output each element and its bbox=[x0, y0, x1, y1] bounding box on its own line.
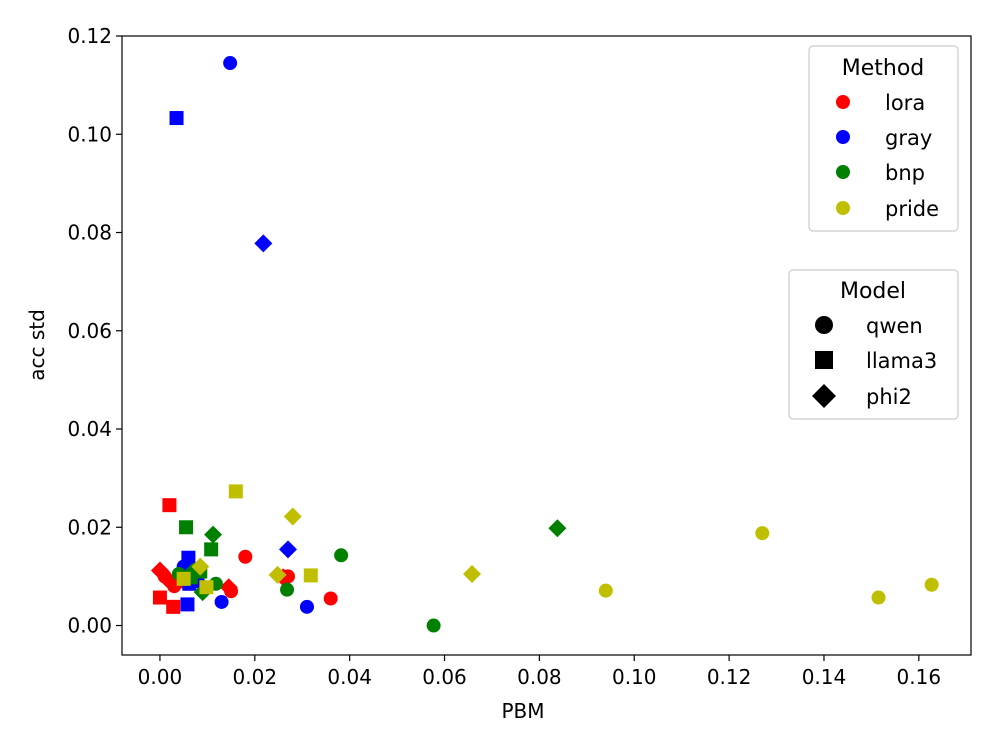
data-points bbox=[150, 56, 939, 633]
point-bnp-llama3 bbox=[179, 520, 194, 535]
x-tick-label: 0.00 bbox=[138, 665, 183, 689]
x-tick-label: 0.16 bbox=[897, 665, 942, 689]
y-tick-label: 0.08 bbox=[67, 221, 112, 245]
x-tick-label: 0.08 bbox=[517, 665, 562, 689]
point-lora-phi2 bbox=[219, 578, 238, 597]
point-pride-qwen bbox=[755, 526, 770, 541]
legend-label-pride: pride bbox=[885, 197, 939, 221]
point-bnp-phi2 bbox=[548, 519, 567, 538]
axis-ticks: 0.00 0.02 0.04 0.06 0.08 0.10 0.12 0.14 0.16 0.00… bbox=[67, 24, 941, 689]
legend-label-llama3: llama3 bbox=[866, 349, 937, 373]
point-pride-qwen bbox=[924, 577, 939, 592]
point-lora-qwen bbox=[238, 549, 253, 564]
y-tick-label: 0.06 bbox=[67, 319, 112, 343]
legend-marker-qwen bbox=[815, 316, 833, 334]
x-tick-label: 0.04 bbox=[327, 665, 372, 689]
point-lora-llama3 bbox=[152, 590, 167, 605]
point-pride-phi2 bbox=[283, 507, 302, 526]
point-gray-phi2 bbox=[254, 234, 273, 253]
point-pride-phi2 bbox=[268, 565, 287, 584]
point-gray-qwen bbox=[223, 56, 238, 71]
point-pride-llama3 bbox=[176, 571, 191, 586]
x-axis-label: PBM bbox=[501, 699, 544, 723]
y-tick-label: 0.00 bbox=[67, 614, 112, 638]
point-gray-llama3 bbox=[169, 111, 184, 126]
plot-frame bbox=[121, 35, 972, 656]
model-legend-box bbox=[788, 269, 959, 420]
legend-label-lora: lora bbox=[885, 91, 925, 115]
x-tick-label: 0.14 bbox=[802, 665, 847, 689]
x-tick-label: 0.02 bbox=[233, 665, 278, 689]
point-bnp-phi2 bbox=[204, 525, 223, 544]
legend-marker-llama3 bbox=[815, 351, 833, 369]
y-tick-label: 0.10 bbox=[67, 122, 112, 146]
point-pride-phi2 bbox=[463, 564, 482, 583]
point-gray-phi2 bbox=[279, 540, 298, 559]
point-pride-qwen bbox=[871, 590, 886, 605]
legend-marker-bnp bbox=[836, 165, 850, 179]
point-gray-qwen bbox=[299, 599, 314, 614]
point-gray-qwen bbox=[214, 594, 229, 609]
point-bnp-qwen bbox=[426, 618, 441, 633]
x-tick-label: 0.06 bbox=[422, 665, 467, 689]
point-gray-llama3 bbox=[180, 597, 195, 612]
y-tick-label: 0.12 bbox=[67, 24, 112, 48]
legend-marker-phi2 bbox=[812, 384, 836, 408]
point-pride-qwen bbox=[598, 583, 613, 598]
point-bnp-qwen bbox=[280, 582, 295, 597]
legend-marker-lora bbox=[836, 95, 850, 109]
point-lora-phi2 bbox=[158, 569, 177, 588]
point-bnp-qwen bbox=[334, 548, 349, 563]
legend-marker-pride bbox=[836, 201, 850, 215]
legend-label-bnp: bnp bbox=[885, 161, 925, 185]
model-legend: Model qwen llama3 phi2 bbox=[788, 269, 959, 420]
legend-marker-gray bbox=[836, 130, 850, 144]
model-legend-title: Model bbox=[840, 279, 906, 304]
method-legend-title: Method bbox=[842, 56, 925, 81]
legend-label-phi2: phi2 bbox=[866, 385, 912, 409]
method-legend-box bbox=[808, 45, 959, 232]
point-pride-phi2 bbox=[191, 557, 210, 576]
point-pride-llama3 bbox=[303, 568, 318, 583]
legend-label-gray: gray bbox=[885, 126, 932, 150]
y-tick-label: 0.04 bbox=[67, 417, 112, 441]
y-tick-label: 0.02 bbox=[67, 515, 112, 539]
point-lora-llama3 bbox=[166, 599, 181, 614]
legend-label-qwen: qwen bbox=[866, 314, 923, 338]
point-pride-llama3 bbox=[228, 484, 243, 499]
y-axis-label: acc std bbox=[25, 309, 49, 381]
point-gray-llama3 bbox=[181, 550, 196, 565]
point-bnp-llama3 bbox=[204, 542, 219, 557]
point-lora-qwen bbox=[323, 591, 338, 606]
x-tick-label: 0.12 bbox=[707, 665, 752, 689]
method-legend: Method lora gray bnp pride bbox=[808, 45, 959, 232]
point-lora-llama3 bbox=[162, 498, 177, 513]
x-tick-label: 0.10 bbox=[612, 665, 657, 689]
point-pride-llama3 bbox=[199, 580, 214, 595]
